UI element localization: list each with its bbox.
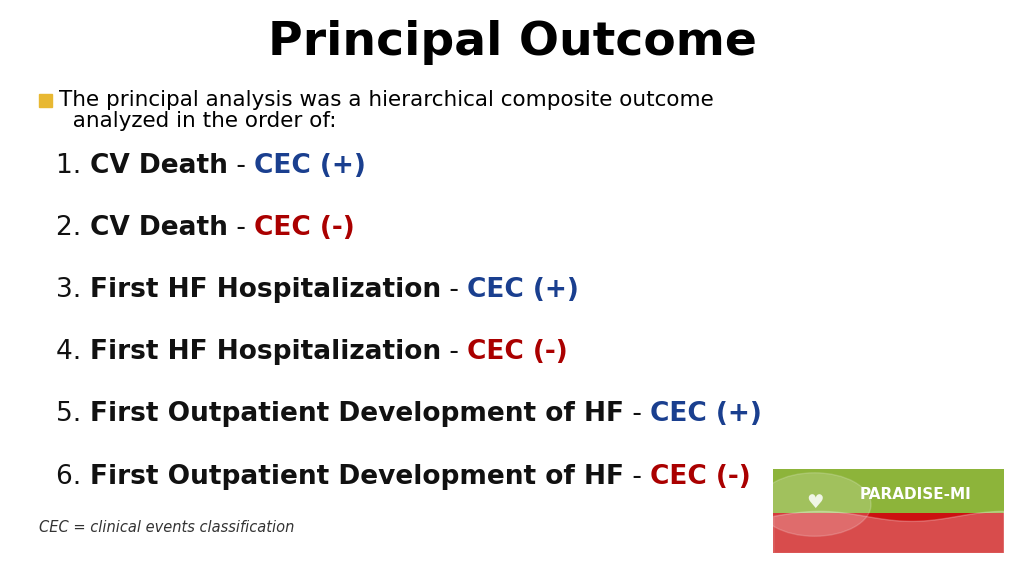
Text: CEC (-): CEC (-) (467, 339, 568, 365)
Text: CEC (-): CEC (-) (254, 215, 355, 241)
Text: Principal Outcome: Principal Outcome (267, 20, 757, 65)
Text: PARADISE-MI: PARADISE-MI (860, 487, 972, 502)
Text: ♥: ♥ (806, 492, 823, 511)
Text: CV Death: CV Death (90, 153, 227, 179)
Text: 5.: 5. (56, 401, 90, 427)
Text: 3.: 3. (56, 277, 90, 303)
Text: First HF Hospitalization: First HF Hospitalization (90, 339, 441, 365)
Text: -: - (624, 464, 650, 490)
Circle shape (758, 473, 871, 536)
Text: -: - (227, 153, 254, 179)
Text: CEC (+): CEC (+) (467, 277, 580, 303)
FancyBboxPatch shape (773, 513, 1004, 553)
Text: CEC (-): CEC (-) (650, 464, 751, 490)
Text: First Outpatient Development of HF: First Outpatient Development of HF (90, 464, 624, 490)
Text: 6.: 6. (56, 464, 90, 490)
Text: First Outpatient Development of HF: First Outpatient Development of HF (90, 401, 624, 427)
Text: CEC = clinical events classification: CEC = clinical events classification (39, 520, 294, 535)
Text: 4.: 4. (56, 339, 90, 365)
Text: -: - (227, 215, 254, 241)
Text: CEC (+): CEC (+) (650, 401, 762, 427)
Text: CEC (+): CEC (+) (254, 153, 366, 179)
Text: analyzed in the order of:: analyzed in the order of: (59, 111, 337, 131)
Text: 1.: 1. (56, 153, 90, 179)
Text: -: - (441, 277, 467, 303)
Text: CV Death: CV Death (90, 215, 227, 241)
Text: First HF Hospitalization: First HF Hospitalization (90, 277, 441, 303)
Text: The principal analysis was a hierarchical composite outcome: The principal analysis was a hierarchica… (59, 90, 714, 111)
Text: -: - (624, 401, 650, 427)
FancyBboxPatch shape (773, 469, 1004, 513)
Text: -: - (441, 339, 467, 365)
Text: 2.: 2. (56, 215, 90, 241)
FancyBboxPatch shape (39, 94, 52, 107)
